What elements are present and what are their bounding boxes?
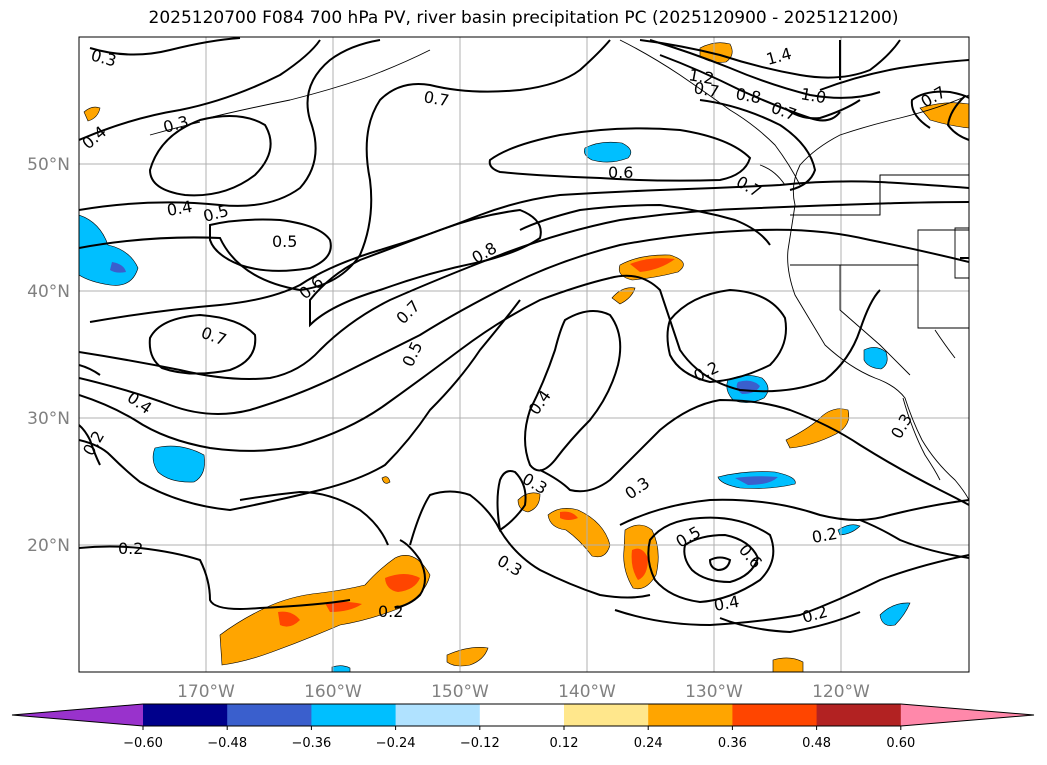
positive-region-hawaii-chain-core-3: [278, 611, 300, 627]
map-frame: [78, 36, 970, 673]
colorbar-bin: [143, 704, 228, 726]
negative-region-subtropic-core: [735, 476, 778, 485]
lat-tick-label: 40°N: [27, 282, 70, 302]
colorbar: −0.60 −0.48 −0.36 −0.24 −0.12 0.12 0.24 0.36 0.4…: [11, 703, 1035, 751]
positive-region-northwest: [83, 106, 101, 122]
lon-tick-label: 120°W: [812, 682, 870, 702]
colorbar-tick-label: 0.24: [634, 736, 663, 751]
coastlines: [149, 39, 969, 501]
graticule: [79, 37, 969, 672]
pv-contours: [79, 37, 969, 634]
colorbar-tick-label: 0.60: [886, 736, 915, 751]
positive-region-southeast: [772, 657, 804, 672]
positive-region-central-core: [630, 258, 675, 272]
positive-region-southcentral-core: [631, 548, 648, 580]
contour-label: 0.2: [810, 524, 838, 547]
positive-region-hawaii-chain-core-1: [385, 574, 420, 592]
contour-label: 0.2: [118, 539, 143, 558]
negative-region-bottom: [331, 665, 351, 672]
lat-tick-label: 20°N: [27, 536, 70, 556]
colorbar-extend-max: [900, 704, 1034, 726]
longitude-labels: 170°W 160°W 150°W 140°W 130°W 120°W: [177, 682, 870, 702]
colorbar-tick-label: 0.12: [550, 736, 579, 751]
lon-tick-label: 130°W: [685, 682, 743, 702]
colorbar-tick-label: −0.60: [123, 736, 163, 751]
colorbar-bin: [311, 704, 397, 726]
colorbar-tick-label: −0.12: [460, 736, 500, 751]
lat-tick-label: 50°N: [27, 155, 70, 175]
negative-region-california: [863, 347, 888, 370]
negative-region-north: [584, 141, 632, 163]
contour-label: 0.4: [165, 197, 193, 220]
colorbar-bin: [648, 704, 733, 726]
colorbar-bin: [227, 704, 312, 726]
colorbar-tick-label: −0.48: [207, 736, 247, 751]
colorbar-tick-label: −0.24: [376, 736, 416, 751]
positive-region-central-tail: [611, 287, 636, 305]
contour-label: 0.2: [378, 602, 403, 621]
colorbar-bin: [564, 704, 649, 726]
positive-region-hawaii-chain: [219, 555, 431, 666]
colorbar-bin: [479, 704, 565, 726]
contour-label: 0.8: [734, 84, 762, 107]
colorbar-tick-label: 0.36: [718, 736, 747, 751]
lon-tick-label: 150°W: [431, 682, 489, 702]
colorbar-extend-min: [12, 704, 143, 726]
contour-label: 0.7: [422, 87, 450, 110]
contour-label: 1.2: [687, 65, 715, 88]
lon-tick-label: 160°W: [304, 682, 362, 702]
negative-region-southeast: [879, 602, 911, 626]
positive-region-south: [446, 647, 489, 667]
negative-region-east-small: [837, 524, 861, 536]
colorbar-tick-label: −0.36: [291, 736, 331, 751]
lon-tick-label: 140°W: [558, 682, 616, 702]
colorbar-bin: [395, 704, 481, 726]
positive-region-north-top: [699, 42, 733, 63]
negative-region-central-west: [152, 445, 205, 483]
contour-label: 1.0: [799, 84, 827, 107]
map-panel: 0.3 0.3 0.4 0.4 0.5 0.5 0.5 0.6 0.6 0.7 …: [79, 37, 969, 672]
contour-label: 0.5: [272, 232, 297, 251]
contour-label: 0.7: [692, 78, 720, 101]
colorbar-bin: [816, 704, 902, 726]
latitude-labels: 50°N 40°N 30°N 20°N: [27, 155, 70, 556]
colorbar-tick-label: 0.48: [802, 736, 831, 751]
map-title: 2025120700 F084 700 hPa PV, river basin …: [148, 8, 899, 28]
positive-region-small: [381, 476, 391, 484]
contour-label: 0.6: [608, 163, 633, 182]
positive-region-hawaii-chain-core-2: [325, 601, 362, 612]
lon-tick-label: 170°W: [177, 682, 235, 702]
positive-region-hawaii-east-2-core: [560, 511, 578, 520]
positive-region-baja: [785, 408, 850, 449]
contour-label: 0.4: [712, 592, 740, 615]
colorbar-bin: [732, 704, 818, 726]
negative-region-west-edge-core: [110, 262, 126, 273]
lat-tick-label: 30°N: [27, 409, 70, 429]
